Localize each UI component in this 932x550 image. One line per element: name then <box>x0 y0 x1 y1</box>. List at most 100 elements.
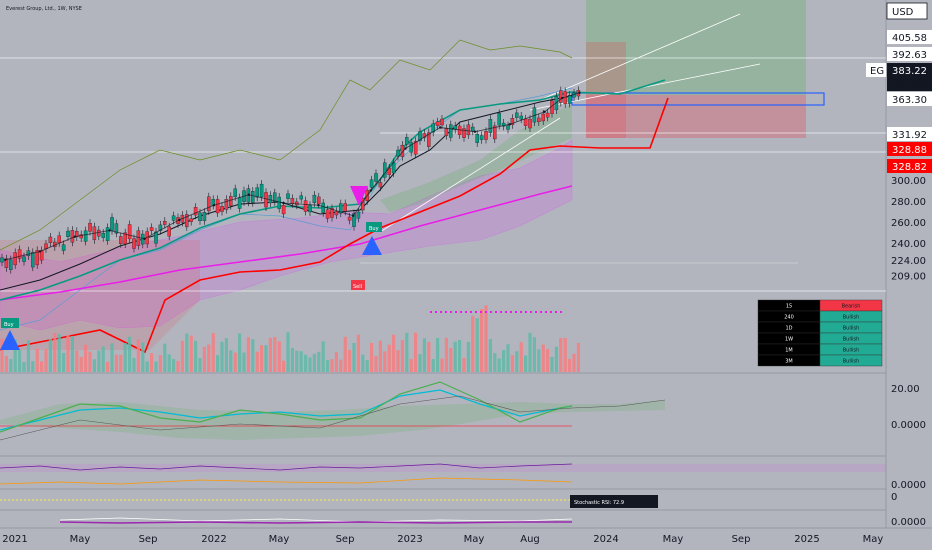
sell-triangle[interactable] <box>350 186 368 206</box>
buy-label-box <box>366 222 382 232</box>
volume-bar <box>150 353 154 372</box>
price-point <box>369 189 372 192</box>
price-point <box>508 123 511 126</box>
macd-line-green <box>0 381 573 433</box>
volume-bar <box>554 346 558 372</box>
price-tag-box <box>887 47 932 61</box>
time-axis-tick: 2024 <box>593 534 618 545</box>
volume-bar <box>312 353 316 372</box>
volume-bar <box>449 347 453 372</box>
trend-line[interactable] <box>379 117 561 233</box>
trend-line[interactable] <box>539 13 741 101</box>
candle-body <box>440 118 444 126</box>
highlight-rectangle[interactable] <box>571 92 825 106</box>
price-tag: 405.58 <box>892 33 927 44</box>
price-tag-box <box>887 92 932 106</box>
volume-bar <box>475 318 479 372</box>
candle-body <box>114 223 119 234</box>
long-position-stop-zone <box>586 95 806 138</box>
buy-triangle[interactable] <box>0 330 20 350</box>
candle-body <box>127 224 132 240</box>
volume-bar <box>57 334 61 372</box>
candle-body <box>13 252 17 266</box>
volume-bar <box>251 339 255 372</box>
green-cloud <box>380 104 572 212</box>
macd-line-dark <box>0 395 666 441</box>
ticker-badge-box <box>866 63 886 77</box>
candle-body <box>299 195 303 200</box>
volume-bar <box>458 340 462 372</box>
candle-body <box>396 149 400 157</box>
candle-body <box>501 122 506 127</box>
time-axis-tick: May <box>663 534 684 545</box>
baseline-green <box>0 79 666 301</box>
candle-body <box>101 232 105 238</box>
candle-body <box>347 216 352 221</box>
volume-bar <box>189 335 193 372</box>
currency-box[interactable] <box>886 2 928 20</box>
candle-body <box>220 206 224 212</box>
candle-body <box>110 217 114 231</box>
volume-bar <box>180 340 184 372</box>
candle-body <box>105 227 110 241</box>
volume-bar <box>502 350 506 372</box>
indicator-axis-tick: 0 <box>891 492 897 503</box>
volume-bar <box>97 350 101 372</box>
volume-bar <box>128 336 132 372</box>
candle-body <box>510 118 515 125</box>
volume-bar <box>211 332 215 372</box>
buy-label-box <box>1 318 19 328</box>
candle-body <box>158 224 163 231</box>
volume-bar <box>497 358 501 372</box>
candle-body <box>435 121 440 126</box>
price-point <box>317 204 320 207</box>
volume-bar <box>79 356 83 372</box>
candle-body <box>61 244 66 251</box>
candle-body <box>312 194 317 203</box>
candle-body <box>554 96 559 111</box>
candle-body <box>198 212 202 222</box>
candle-body <box>237 197 242 209</box>
volume-bar <box>22 361 26 372</box>
buy-triangle[interactable] <box>362 236 382 255</box>
candle-body <box>189 218 193 222</box>
mtf-timeframe: 1W <box>785 337 793 343</box>
bottom-line <box>59 517 573 523</box>
price-tag-box <box>887 63 932 91</box>
volume-bar <box>273 336 277 372</box>
volume-bar <box>506 344 510 372</box>
volume-bar <box>154 361 158 372</box>
candle-body <box>17 249 22 259</box>
candle-body <box>264 192 268 208</box>
buy-label: Buy <box>4 322 14 328</box>
sell-label-box <box>351 280 365 290</box>
indicator-axis-tick: 0.0000 <box>891 420 926 431</box>
volume-bar <box>515 351 519 372</box>
price-axis-tick: 280.00 <box>891 197 926 208</box>
candle-body <box>325 209 330 219</box>
candle-body <box>26 250 31 257</box>
price-point <box>178 218 181 222</box>
volume-bar <box>202 346 206 372</box>
volume-bar <box>418 354 422 372</box>
volume-bar <box>48 339 52 372</box>
candle-body <box>352 213 356 227</box>
volume-bar <box>163 343 167 372</box>
time-axis-tick: May <box>269 534 290 545</box>
volume-bar <box>559 337 563 372</box>
candle-body <box>321 202 325 213</box>
ichimoku-cloud <box>0 139 573 331</box>
volume-bar <box>4 355 8 372</box>
price-axis-tick: 209.00 <box>891 272 926 283</box>
rsi-line-orange <box>0 477 573 485</box>
candle-body <box>163 220 167 225</box>
volume-bar <box>392 334 396 372</box>
macd-line-cyan <box>0 389 573 431</box>
volume-bar <box>290 347 294 372</box>
volume-bar <box>75 350 79 372</box>
time-axis-tick: 2021 <box>2 534 27 545</box>
candle-body <box>334 211 339 216</box>
candle-body <box>233 188 237 198</box>
left-red-box <box>0 240 200 350</box>
